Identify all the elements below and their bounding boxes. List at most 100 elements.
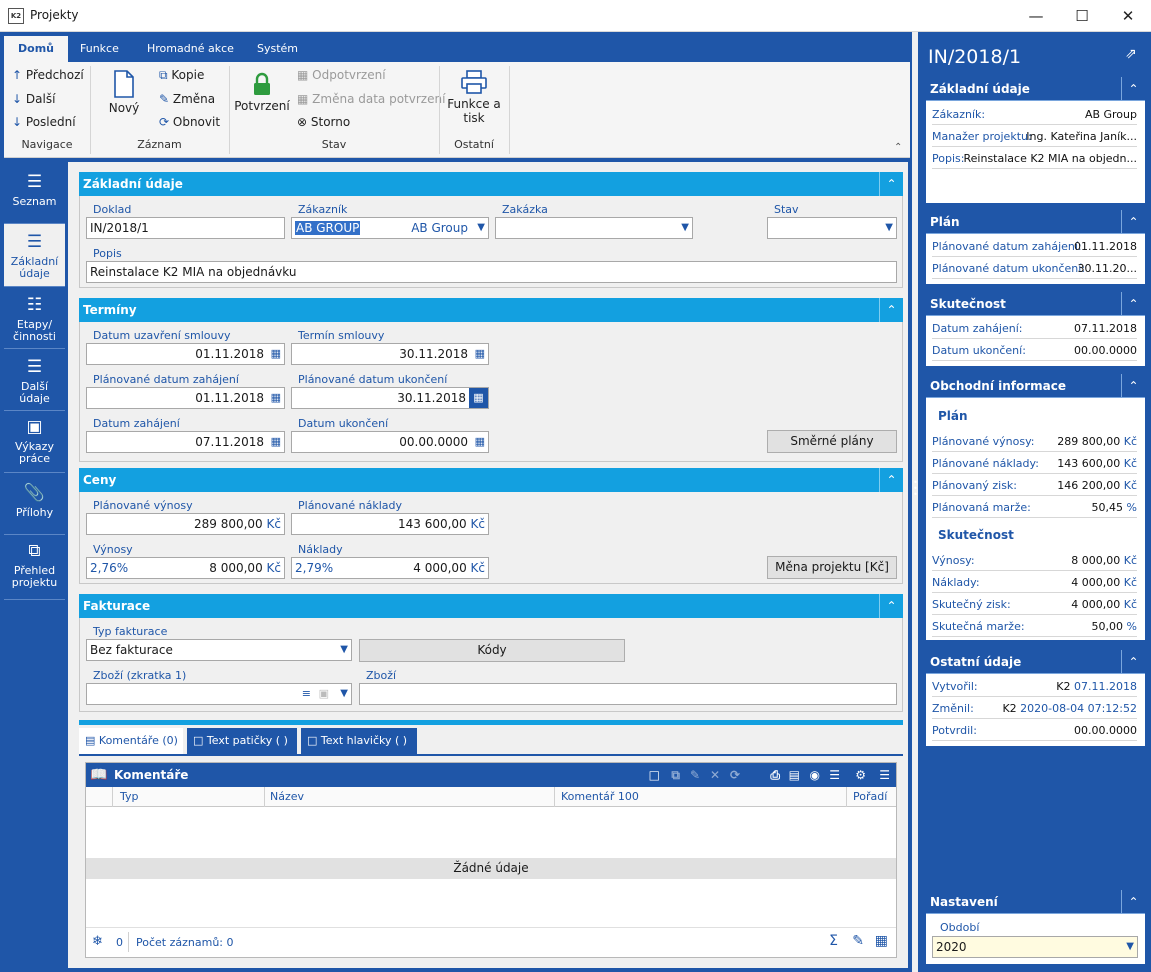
minimize-icon[interactable]: — [1028,7,1044,25]
splitter[interactable] [79,720,903,725]
contract-term-field[interactable]: 30.11.2018 ▦ [291,343,489,365]
previous-button[interactable]: ↑ Předchozí [12,68,84,82]
popis-field[interactable]: Reinstalace K2 MIA na objednávku [86,261,897,283]
maximize-icon[interactable]: ☐ [1075,7,1089,25]
dropdown-icon[interactable]: ▼ [340,688,348,699]
doklad-field[interactable]: IN/2018/1 [86,217,285,239]
column-nazev[interactable]: Název [270,790,305,803]
collapse-ribbon-icon[interactable]: ⌃ [894,142,903,153]
print-functions-button[interactable]: Funkce a tisk [444,70,504,125]
nav-item-zakladni-udaje[interactable]: ☰ Základní údaje [4,224,65,287]
guideline-plans-button[interactable]: Směrné plány [767,430,897,453]
columns-icon[interactable]: ☰ [829,768,840,782]
collapse-icon[interactable]: ⌃ [1121,292,1145,316]
calendar-icon[interactable]: ▦ [270,435,281,448]
next-button[interactable]: ↓ Další [12,92,55,106]
revenue-field[interactable]: 2,76% 8 000,00 Kč [86,557,285,579]
actual-start-field[interactable]: 07.11.2018 ▦ [86,431,285,453]
storno-button[interactable]: ⊗ Storno [297,115,350,129]
calendar-icon[interactable]: ▦ [270,347,281,360]
nav-item-prehled-projektu[interactable]: ⧉ Přehled projektu [4,535,65,600]
zakazka-field[interactable]: ▼ [495,217,693,239]
collapse-icon[interactable]: ⌃ [1121,77,1145,101]
copy-button[interactable]: ⧉ Kopie [159,68,204,83]
delete-icon[interactable]: ✕ [709,768,720,782]
calendar-icon[interactable]: ▦ [474,347,485,360]
snowflake-icon[interactable]: ❄ [92,934,103,949]
collapse-icon[interactable]: ⌃ [1121,210,1145,234]
collapse-icon[interactable]: ⌃ [1121,650,1145,674]
billing-type-select[interactable]: Bez fakturace ▼ [86,639,352,661]
tab-comments[interactable]: ▤ Komentáře (0) [79,728,183,754]
tab-footer-text[interactable]: □ Text patičky ( ) [187,728,297,754]
tab-hromadne-akce[interactable]: Hromadné akce [147,42,234,55]
tab-system[interactable]: Systém [257,42,299,55]
gear-icon[interactable]: ⚙ [855,768,866,782]
stav-field[interactable]: ▼ [767,217,897,239]
confirm-button[interactable]: Potvrzení [234,72,290,113]
refresh-button[interactable]: ⟳ Obnovit [159,115,220,129]
nav-item-prilohy[interactable]: 📎 Přílohy [4,473,65,535]
refresh-icon[interactable]: ⟳ [729,768,740,782]
zakaznik-field[interactable]: AB GROUP AB Group ▼ [291,217,489,239]
project-currency-button[interactable]: Měna projektu [Kč] [767,556,897,579]
tab-funkce[interactable]: Funkce [80,42,119,55]
change-confirm-date-button[interactable]: ▦ Změna data potvrzení [297,92,445,106]
calendar-icon[interactable]: ▦ [270,391,281,404]
printer-icon[interactable]: ⎙ [770,768,780,782]
collapse-icon[interactable]: ⌃ [879,468,903,492]
goods-field[interactable] [359,683,897,705]
copy-icon[interactable]: ⧉ [671,768,680,782]
panel-splitter[interactable]: • • • [913,478,918,499]
nav-item-seznam[interactable]: ☰ Seznam [4,162,65,224]
collapse-icon[interactable]: ⌃ [879,298,903,322]
sum-icon[interactable]: Σ [829,933,838,949]
dropdown-icon[interactable]: ▼ [477,222,485,233]
chart-icon[interactable]: ▤ [788,768,800,782]
menu-icon[interactable]: ☰ [879,768,890,782]
planned-costs-field[interactable]: 143 600,00 Kč [291,513,489,535]
close-icon[interactable]: ✕ [1121,7,1135,25]
dropdown-icon[interactable]: ▼ [340,644,348,655]
column-komentar[interactable]: Komentář 100 [561,790,639,803]
column-poradi[interactable]: Pořadí [853,790,888,803]
dropdown-icon[interactable]: ▼ [681,222,689,233]
last-button[interactable]: ↓ Poslední [12,115,76,129]
binoculars-icon[interactable]: ◉ [809,768,820,782]
calendar-icon[interactable]: ▦ [469,388,488,408]
new-button[interactable]: Nový [106,70,142,115]
collapse-icon[interactable]: ⌃ [1121,374,1145,398]
costs-field[interactable]: 2,79% 4 000,00 Kč [291,557,489,579]
collapse-icon[interactable]: ⌃ [879,594,903,618]
goods-short-field[interactable]: ≡ ▣ ▼ [86,683,352,705]
calendar-icon[interactable]: ▦ [474,435,485,448]
dropdown-icon[interactable]: ▼ [1126,941,1134,952]
nav-label: Výkazy [15,440,54,453]
planned-end-field[interactable]: 30.11.2018 ▦ [291,387,489,409]
nav-item-etapy-cinnosti[interactable]: ☷ Etapy/činnosti [4,287,65,349]
save-icon[interactable]: ▣ [318,687,329,700]
dropdown-icon[interactable]: ▼ [885,222,893,233]
pencil-icon[interactable]: ✎ [852,933,864,949]
planned-start-field[interactable]: 01.11.2018 ▦ [86,387,285,409]
codes-button[interactable]: Kódy [359,639,625,662]
actual-start-label: Datum zahájení [93,417,180,430]
contract-date-field[interactable]: 01.11.2018 ▦ [86,343,285,365]
collapse-icon[interactable]: ⌃ [879,172,903,196]
column-typ[interactable]: Typ [120,790,139,803]
unconfirm-button[interactable]: ▦ Odpotvrzení [297,68,386,82]
nav-item-dalsi-udaje[interactable]: ☰ Další údaje [4,349,65,411]
new-record-icon[interactable]: □ [648,768,660,782]
planned-revenue-field[interactable]: 289 800,00 Kč [86,513,285,535]
edit-button[interactable]: ✎ Změna [159,92,215,106]
tab-domu[interactable]: Domů [4,36,68,62]
grid-settings-icon[interactable]: ▦ [874,933,888,949]
popout-icon[interactable]: ⇗ [1125,46,1137,62]
nav-item-vykazy-prace[interactable]: ▣ Výkazy práce [4,411,65,473]
edit-icon[interactable]: ✎ [689,768,700,782]
period-select[interactable]: 2020 ▼ [932,936,1138,958]
tab-header-text[interactable]: □ Text hlavičky ( ) [301,728,417,754]
layers-icon[interactable]: ≡ [301,687,311,700]
collapse-icon[interactable]: ⌃ [1121,890,1145,914]
actual-end-field[interactable]: 00.00.0000 ▦ [291,431,489,453]
